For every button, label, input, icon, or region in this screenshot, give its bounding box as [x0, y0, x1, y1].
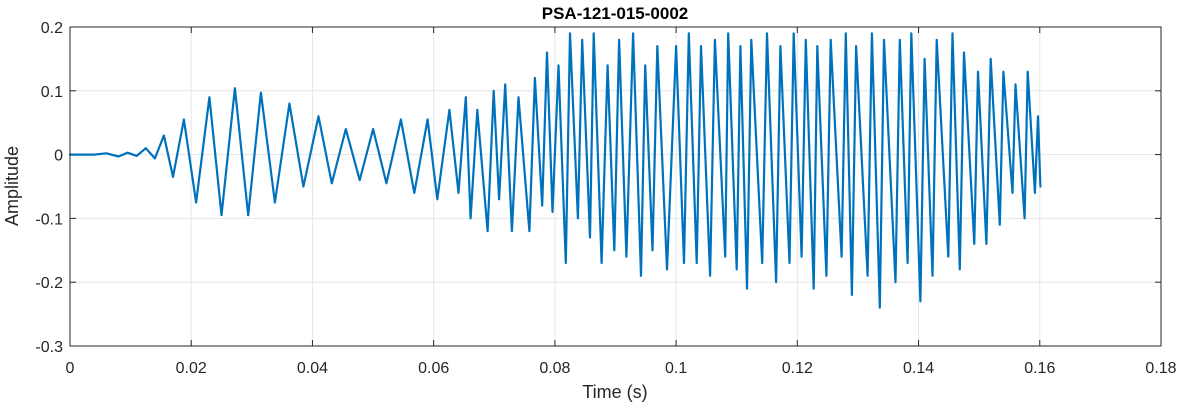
x-tick-label: 0.18: [1145, 360, 1176, 377]
y-tick-label: 0.2: [41, 20, 63, 37]
x-tick-label: 0.08: [539, 360, 570, 377]
y-tick-label: -0.1: [35, 211, 63, 228]
x-axis-label: Time (s): [582, 382, 647, 402]
x-tick-label: 0.12: [782, 360, 813, 377]
y-tick-labels: -0.3 -0.2 -0.1 0 0.1 0.2: [35, 20, 63, 356]
x-tick-labels: 0 0.02 0.04 0.06 0.08 0.1 0.12 0.14 0.16 0.18: [66, 360, 1177, 377]
x-tick-label: 0: [66, 360, 75, 377]
plot-frame: [69, 26, 1162, 347]
chart-title: PSA-121-015-0002: [542, 4, 688, 23]
x-tick-label: 0.1: [665, 360, 687, 377]
x-tick-label: 0.14: [903, 360, 934, 377]
y-tick-label: -0.2: [35, 275, 63, 292]
signal-line: [68, 32, 1042, 309]
x-tick-label: 0.06: [418, 360, 449, 377]
y-tick-label: 0.1: [41, 84, 63, 101]
x-tick-label: 0.16: [1024, 360, 1055, 377]
y-tick-label: 0: [54, 148, 63, 165]
y-axis-label: Amplitude: [2, 146, 22, 226]
y-tick-label: -0.3: [35, 339, 63, 356]
x-tick-label: 0.04: [297, 360, 328, 377]
x-tick-label: 0.02: [176, 360, 207, 377]
